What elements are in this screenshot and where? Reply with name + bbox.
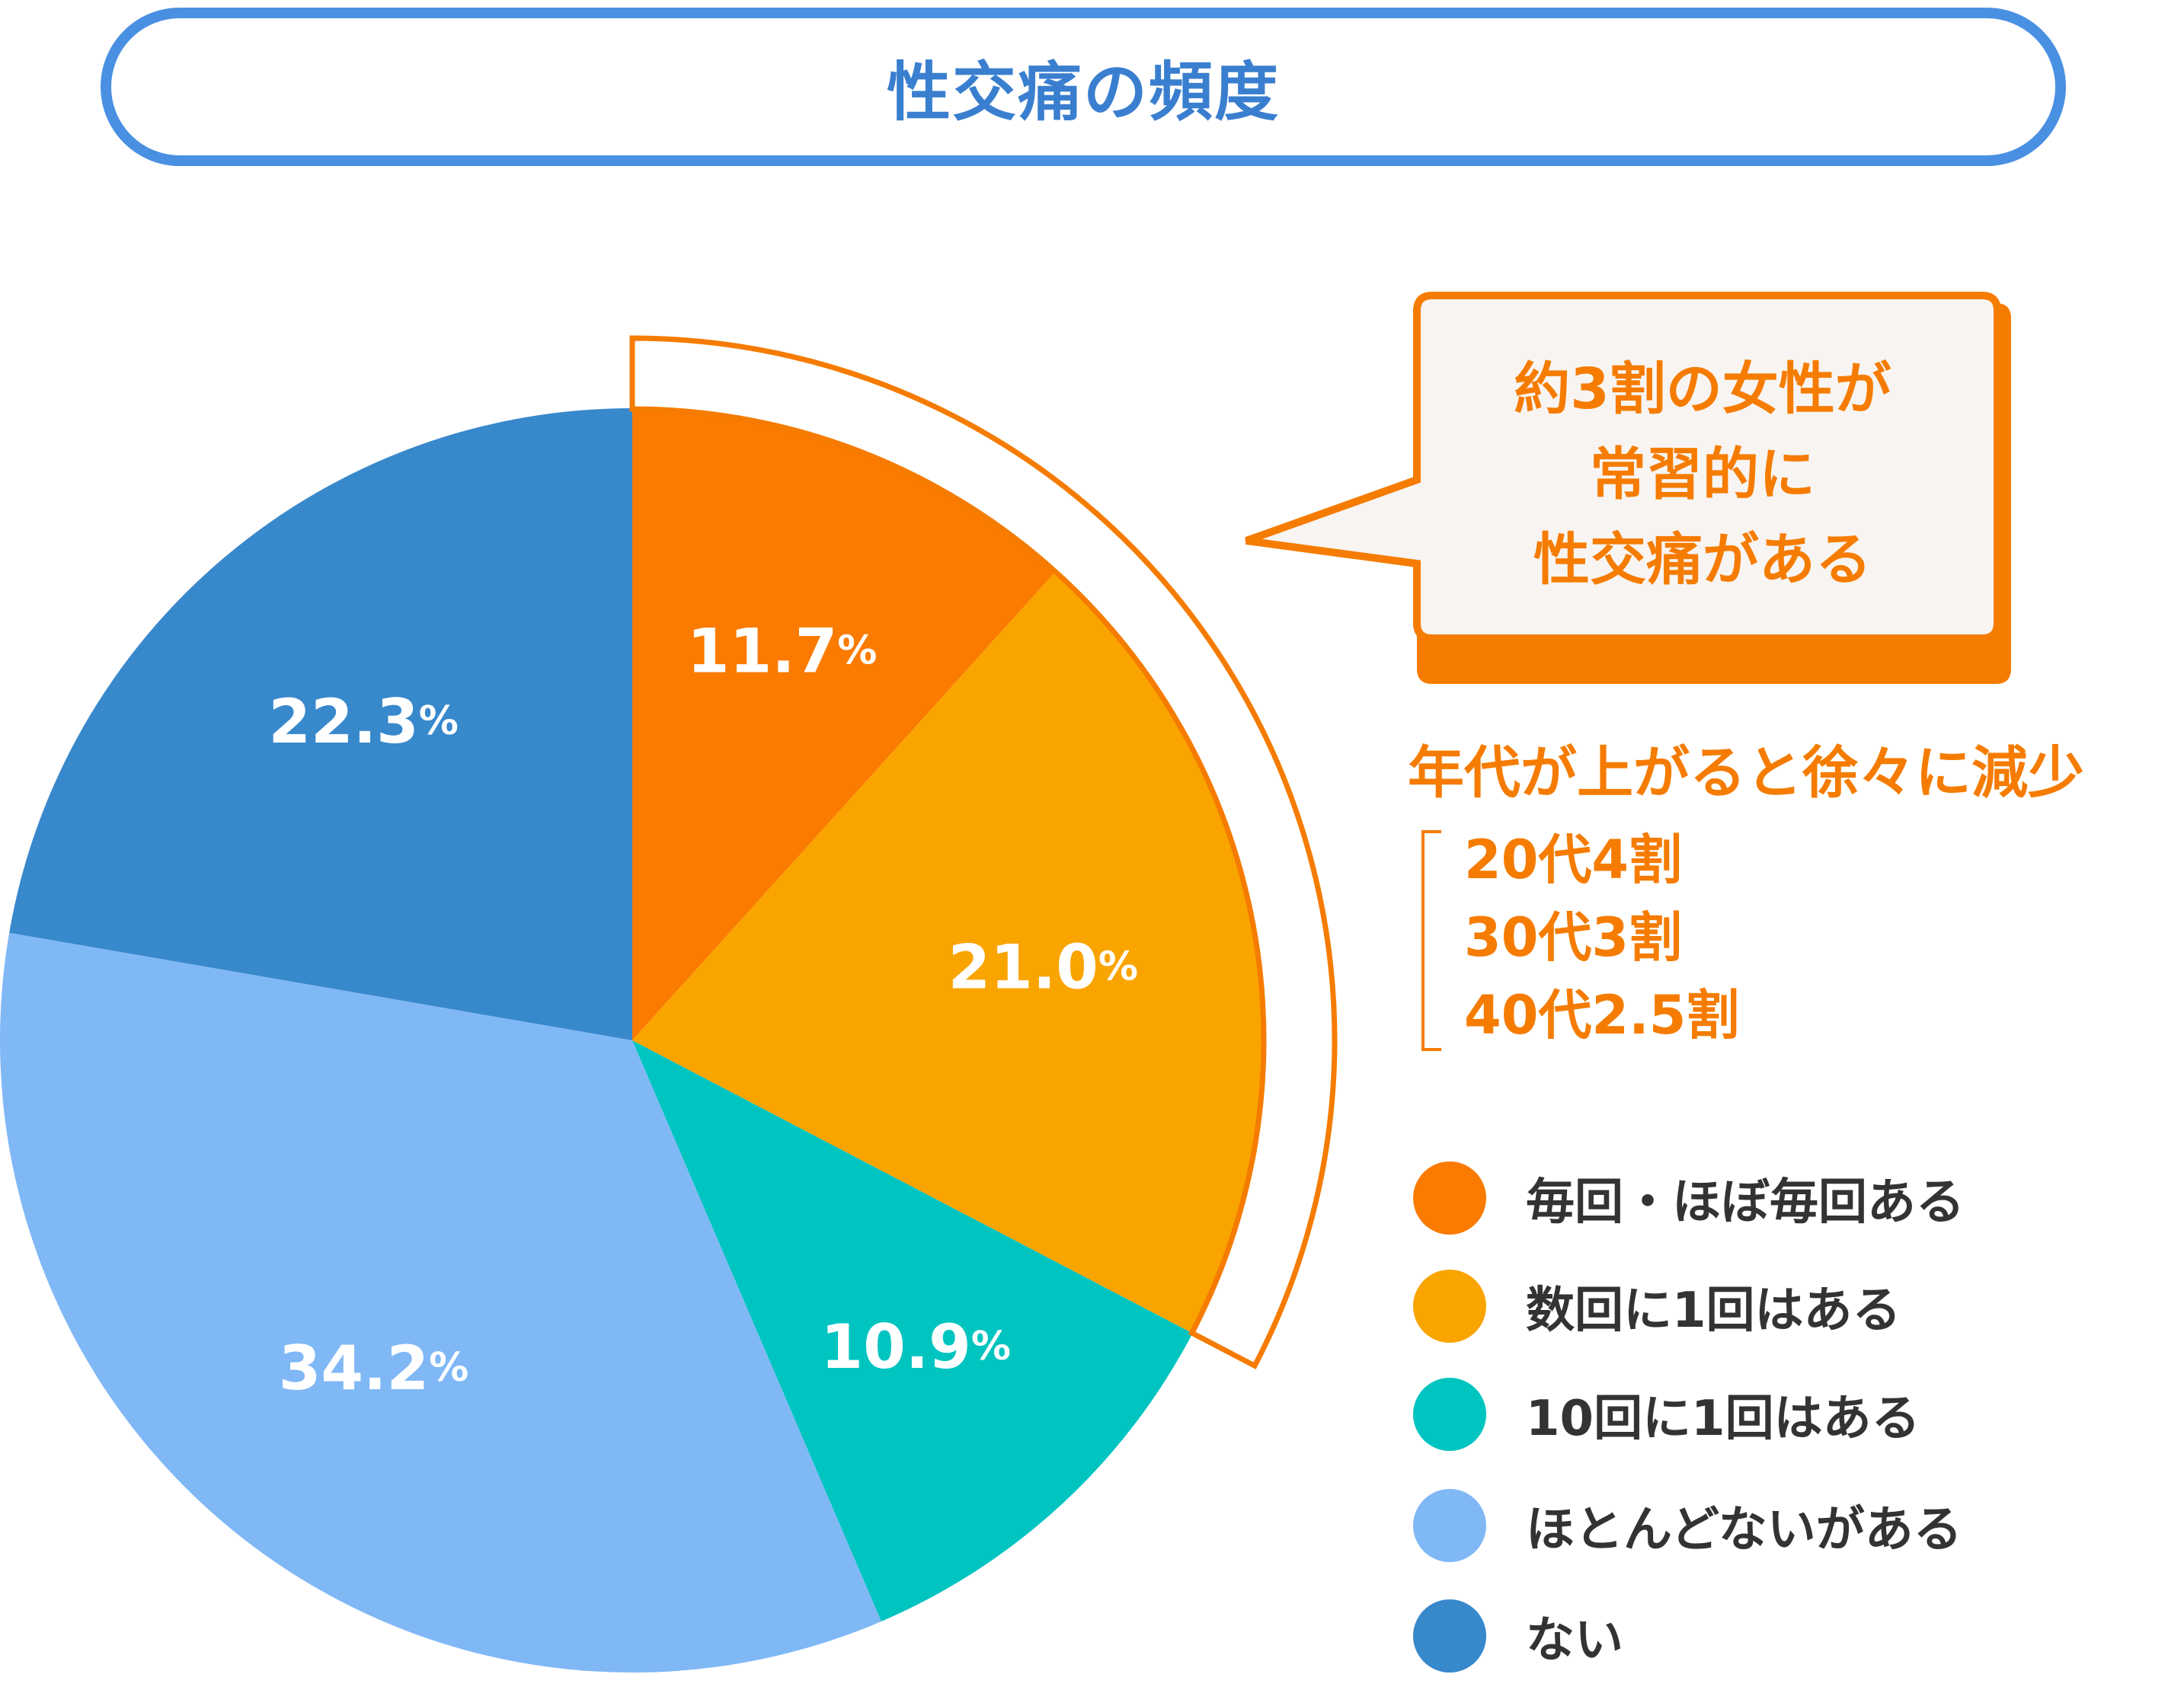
pie-slice-4 xyxy=(9,408,632,1040)
callout-line: 性交痛がある xyxy=(1533,527,1872,593)
legend-swatch-3 xyxy=(1413,1489,1486,1562)
pie-label-0: 11.7% xyxy=(687,615,878,686)
legend-swatch-4 xyxy=(1413,1599,1486,1673)
callout-bubble xyxy=(1245,292,2011,684)
legend-item: 毎回・ほぼ毎回ある xyxy=(1413,1161,1965,1235)
trend-bracket xyxy=(1421,830,1441,1051)
callout-line: 常習的に xyxy=(1590,442,1815,507)
trend-item: 30代3割 xyxy=(1464,906,1683,969)
legend-swatch-2 xyxy=(1413,1378,1486,1451)
pie-slice-0 xyxy=(632,408,1057,1040)
chart-title: 性交痛の頻度 xyxy=(886,54,1280,129)
legend-item: ない xyxy=(1413,1599,1623,1673)
pie-labels: 11.7% 21.0% 10.9% 34.2% 22.3% xyxy=(268,615,1138,1403)
pie-slice-2 xyxy=(632,1040,1193,1622)
trend-item: 40代2.5割 xyxy=(1464,984,1740,1046)
callout-body xyxy=(1245,292,2001,642)
trend-title: 年代が上がると徐々に減少 xyxy=(1408,740,2084,806)
legend-label: 数回に1回はある xyxy=(1526,1283,1901,1339)
pie-slices xyxy=(0,408,1265,1673)
legend-item: 数回に1回はある xyxy=(1413,1270,1901,1343)
legend-label: 10回に1回はある xyxy=(1526,1391,1920,1447)
legend-label: 毎回・ほぼ毎回ある xyxy=(1526,1174,1965,1231)
trend-item: 20代4割 xyxy=(1464,829,1683,891)
pie-slice-1 xyxy=(632,570,1265,1334)
legend-label: ほとんどないがある xyxy=(1526,1502,1962,1558)
pie-label-3: 34.2% xyxy=(279,1332,469,1403)
legend-item: 10回に1回はある xyxy=(1413,1378,1920,1451)
pie-label-4: 22.3% xyxy=(268,685,458,756)
callout-line: 約3割の女性が xyxy=(1514,356,1891,422)
pie-slice-3 xyxy=(0,932,881,1673)
legend-item: ほとんどないがある xyxy=(1413,1489,1962,1562)
trend-list: 20代4割 30代3割 40代2.5割 xyxy=(1464,821,1739,1054)
legend-swatch-0 xyxy=(1413,1161,1486,1235)
title-box: 性交痛の頻度 xyxy=(101,8,2066,166)
pie-label-1: 21.0% xyxy=(948,931,1138,1002)
highlight-arc xyxy=(629,335,1338,1369)
callout-text: 約3割の女性が 常習的に 性交痛がある xyxy=(1413,347,1992,602)
legend-swatch-1 xyxy=(1413,1270,1486,1343)
legend-label: ない xyxy=(1526,1612,1623,1669)
pie-label-2: 10.9% xyxy=(820,1311,1011,1382)
